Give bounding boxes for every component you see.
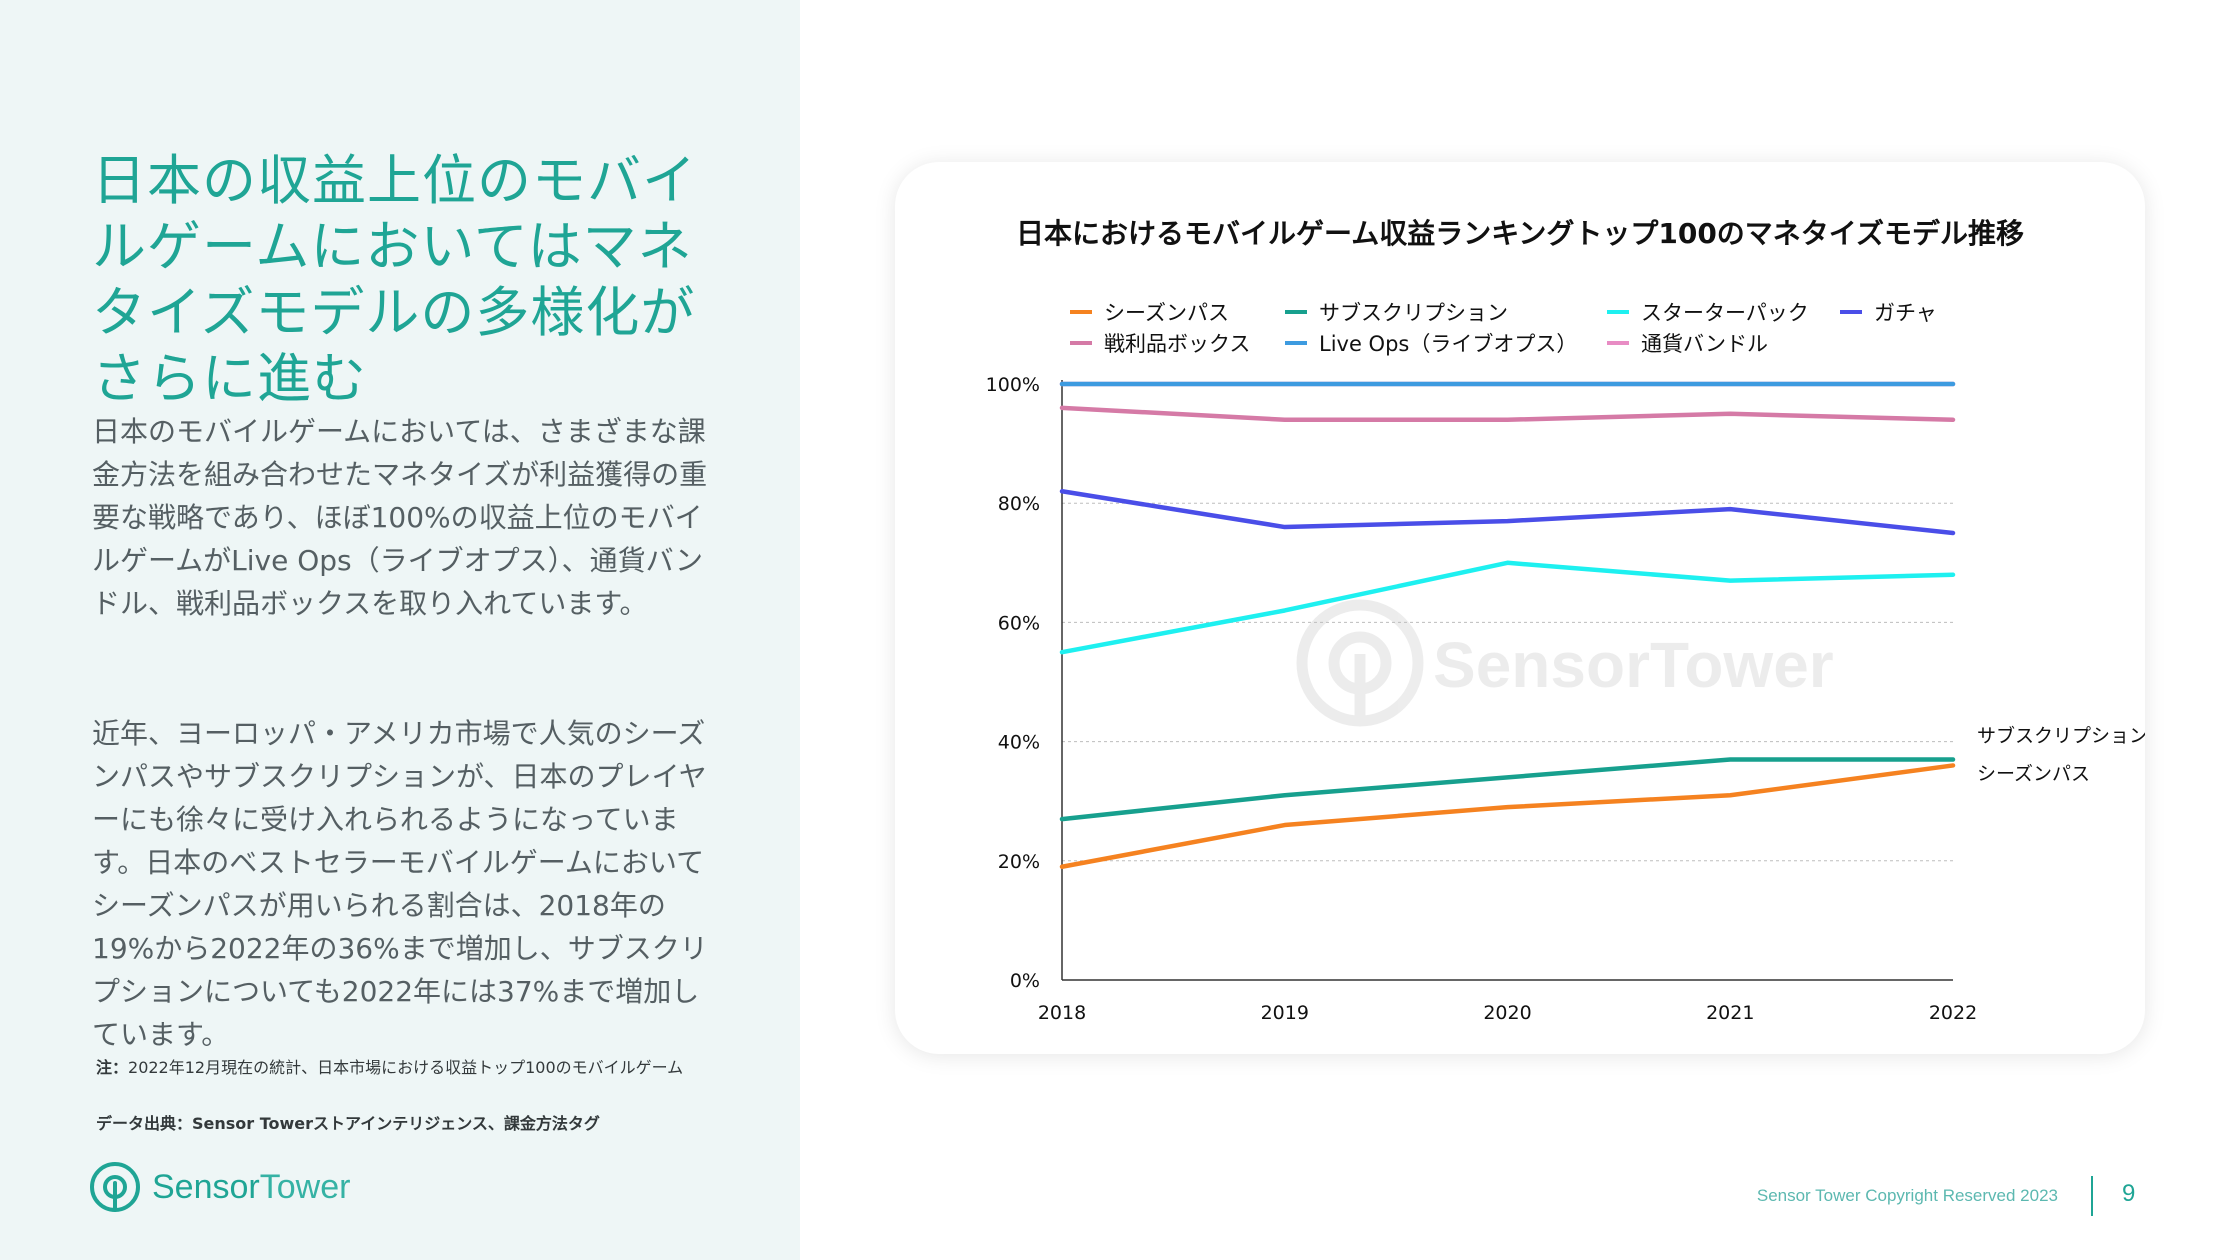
brand-name-part1: Sensor bbox=[152, 1168, 260, 1206]
series-line bbox=[1059, 489, 1956, 536]
watermark bbox=[1296, 599, 1424, 727]
x-tick-label: 2018 bbox=[1038, 1002, 1086, 1024]
y-tick-label: 0% bbox=[1010, 970, 1040, 992]
y-tick-label: 80% bbox=[998, 493, 1040, 515]
copyright-text: Sensor Tower Copyright Reserved 2023 bbox=[1756, 1186, 2058, 1205]
series-line bbox=[1059, 757, 1956, 822]
y-tick-label: 40% bbox=[998, 732, 1040, 754]
legend-label: ガチャ bbox=[1874, 301, 1937, 325]
page-number: 9 bbox=[2122, 1180, 2136, 1207]
brand-logo: SensorTower bbox=[88, 1160, 350, 1214]
watermark-text: SensorTower bbox=[1433, 629, 1834, 701]
x-tick-label: 2021 bbox=[1706, 1002, 1754, 1024]
y-tick-label: 60% bbox=[998, 612, 1040, 634]
series-line bbox=[1059, 405, 1956, 423]
line-annotation: サブスクリプション bbox=[1977, 724, 2145, 747]
data-source: データ出典：Sensor Towerストアインテリジェンス、課金方法タグ bbox=[96, 1114, 600, 1133]
line-chart: SensorTower 日本におけるモバイルゲーム収益ランキングトップ100のマネ… bbox=[986, 217, 2145, 1024]
brand-name: SensorTower bbox=[152, 1167, 350, 1207]
footnote-label: 注： bbox=[96, 1058, 129, 1077]
legend-label: 通貨バンドル bbox=[1641, 332, 1768, 356]
left-panel bbox=[0, 0, 800, 1260]
chart-card: SensorTower 日本におけるモバイルゲーム収益ランキングトップ100のマネ… bbox=[895, 162, 2145, 1054]
sensor-tower-logo-icon bbox=[90, 1162, 140, 1212]
legend-label: Live Ops（ライブオプス） bbox=[1319, 332, 1577, 356]
y-tick-label: 100% bbox=[986, 374, 1040, 396]
footnote: 注：2022年12月現在の統計、日本市場における収益トップ100のモバイルゲーム bbox=[96, 1056, 716, 1080]
chart-title: 日本におけるモバイルゲーム収益ランキングトップ100のマネタイズモデル推移 bbox=[1016, 217, 2024, 250]
series-line bbox=[1059, 560, 1956, 655]
x-tick-label: 2019 bbox=[1261, 1002, 1309, 1024]
footnote-text: 2022年12月現在の統計、日本市場における収益トップ100のモバイルゲーム bbox=[128, 1058, 684, 1077]
x-tick-label: 2022 bbox=[1929, 1002, 1977, 1024]
trend-paragraph: 近年、ヨーロッパ・アメリカ市場で人気のシーズンパスやサブスクリプションが、日本の… bbox=[92, 717, 708, 1051]
page-title: 日本の収益上位のモバイルゲームにおいてはマネタイズモデルの多様化がさらに進む bbox=[92, 149, 697, 410]
legend-label: シーズンパス bbox=[1104, 301, 1229, 325]
brand-name-part2: Tower bbox=[259, 1168, 351, 1206]
intro-paragraph: 日本のモバイルゲームにおいては、さまざまな課金方法を組み合わせたマネタイズが利益… bbox=[92, 415, 708, 620]
legend-label: サブスクリプション bbox=[1319, 301, 1508, 325]
footer-divider bbox=[2091, 1176, 2093, 1216]
y-tick-label: 20% bbox=[998, 851, 1040, 873]
x-tick-label: 2020 bbox=[1483, 1002, 1531, 1024]
series-line bbox=[1059, 763, 1956, 870]
legend-label: 戦利品ボックス bbox=[1104, 332, 1250, 356]
line-annotation: シーズンパス bbox=[1977, 763, 2090, 785]
legend-label: スターターパック bbox=[1641, 301, 1809, 325]
